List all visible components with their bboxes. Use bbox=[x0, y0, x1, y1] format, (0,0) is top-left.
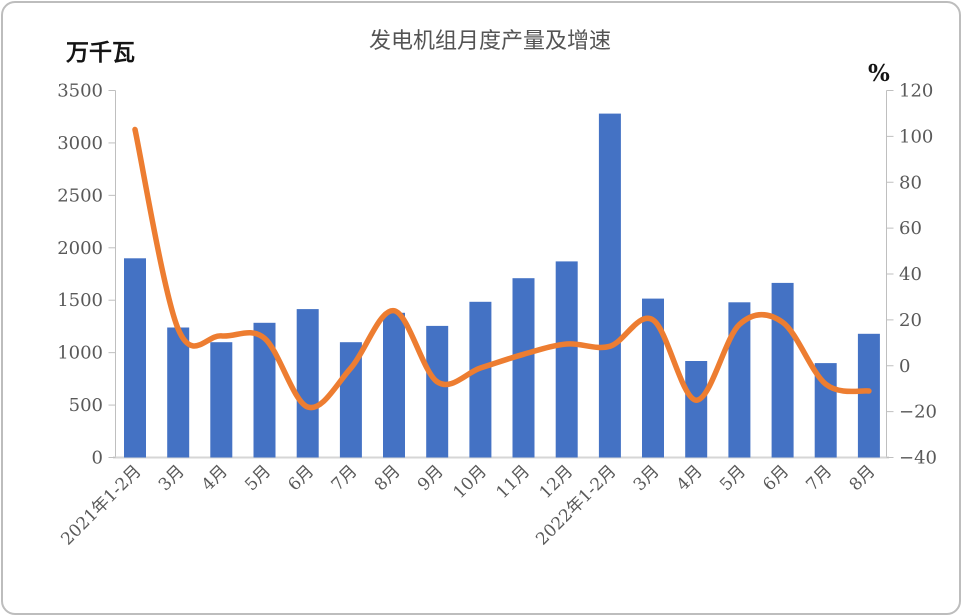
x-axis-label: 4月 bbox=[198, 461, 232, 495]
right-axis-tick-label: 0 bbox=[899, 356, 910, 377]
left-axis-unit-label: 万千瓦 bbox=[66, 39, 135, 66]
right-axis-unit-label: % bbox=[868, 60, 890, 87]
x-axis-label: 5月 bbox=[716, 461, 750, 495]
bar bbox=[642, 298, 664, 458]
bar bbox=[728, 302, 751, 458]
right-axis-tick-label: 20 bbox=[899, 310, 922, 331]
bar bbox=[124, 258, 146, 458]
x-axis-label: 5月 bbox=[241, 461, 275, 495]
x-axis-label: 6月 bbox=[759, 461, 793, 495]
left-axis-tick-label: 2000 bbox=[57, 238, 103, 259]
right-axis-tick-label: 100 bbox=[899, 126, 933, 147]
bar bbox=[253, 322, 276, 458]
bar bbox=[296, 309, 319, 458]
x-axis-label: 10月 bbox=[449, 461, 490, 502]
bar-series-production bbox=[124, 113, 880, 458]
left-axis-tick-label: 3500 bbox=[57, 81, 103, 102]
x-axis-label: 7月 bbox=[802, 461, 836, 495]
x-axis-label: 4月 bbox=[673, 461, 707, 495]
left-axis-tick-label: 3000 bbox=[57, 133, 103, 154]
left-axis-tick-label: 2500 bbox=[57, 185, 103, 206]
right-axis-tick-label: −40 bbox=[899, 448, 937, 469]
bar bbox=[426, 325, 449, 458]
x-axis-label: 9月 bbox=[414, 461, 448, 495]
bar bbox=[598, 113, 621, 458]
x-axis-label: 2022年1-2月 bbox=[532, 461, 620, 549]
x-axis-label: 11月 bbox=[493, 461, 534, 502]
bar bbox=[555, 261, 578, 458]
right-axis-tick-label: 120 bbox=[899, 81, 933, 102]
bar bbox=[857, 333, 880, 458]
bar bbox=[771, 282, 794, 458]
x-axis-label: 8月 bbox=[846, 461, 880, 495]
left-axis-tick-label: 1000 bbox=[57, 343, 103, 364]
chart-title: 发电机组月度产量及增速 bbox=[369, 29, 611, 54]
bar bbox=[167, 327, 190, 458]
left-axis-tick-label: 1500 bbox=[57, 290, 103, 311]
right-axis-tick-label: 80 bbox=[899, 172, 922, 193]
x-axis-label: 7月 bbox=[328, 461, 362, 495]
bar bbox=[469, 301, 492, 458]
x-axis-label: 8月 bbox=[371, 461, 405, 495]
left-axis-tick-label: 500 bbox=[69, 395, 103, 416]
x-axis-label: 6月 bbox=[284, 461, 318, 495]
right-axis-tick-label: −20 bbox=[899, 402, 937, 423]
x-axis-label: 3月 bbox=[630, 461, 664, 495]
right-axis-tick-label: 40 bbox=[899, 264, 922, 285]
bar bbox=[512, 278, 535, 458]
bar bbox=[685, 361, 708, 458]
right-axis-tick-label: 60 bbox=[899, 218, 922, 239]
bar bbox=[210, 342, 233, 458]
x-axis-labels: 2021年1-2月 3月 4月 5月 6月 7月 8月 9月 10月 11月 12月2022年1-2… bbox=[57, 461, 879, 549]
x-axis-label: 2021年1-2月 bbox=[57, 461, 145, 549]
axes: 3500 3000 2500 2000 1500 1000 500 0 120 100 80 60 40… bbox=[57, 81, 937, 469]
x-axis-label: 3月 bbox=[155, 461, 189, 495]
left-axis-tick-label: 0 bbox=[92, 448, 103, 469]
bar bbox=[383, 312, 405, 458]
line-series-growth-rate bbox=[132, 126, 872, 411]
